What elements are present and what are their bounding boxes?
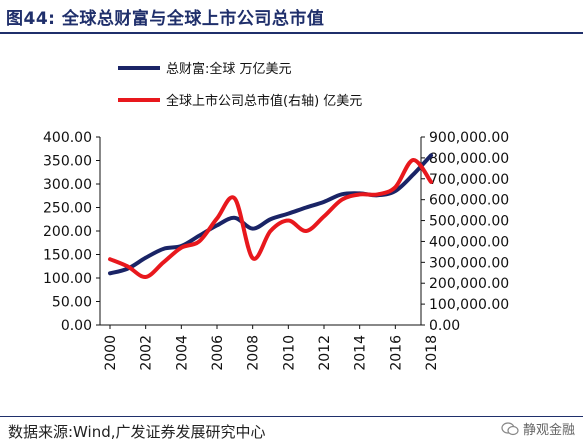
right-tick-label: 0.00 bbox=[429, 318, 460, 334]
left-tick-label: 250.00 bbox=[43, 201, 92, 217]
x-tick-label: 2004 bbox=[174, 335, 190, 371]
x-tick-label: 2014 bbox=[353, 335, 369, 371]
series-line-total-wealth bbox=[108, 153, 433, 276]
right-tick-label: 600,000.00 bbox=[429, 193, 509, 209]
footer-divider bbox=[0, 416, 583, 417]
left-tick-label: 300.00 bbox=[43, 177, 92, 193]
right-tick-label: 400,000.00 bbox=[429, 234, 509, 250]
data-source-note: 数据来源:Wind,广发证券发展研究中心 bbox=[8, 423, 266, 441]
page-title: 图44: 全球总财富与全球上市公司总市值 bbox=[6, 9, 325, 29]
x-tick-label: 2000 bbox=[103, 335, 119, 371]
right-tick-label: 300,000.00 bbox=[429, 255, 509, 271]
right-tick-label: 700,000.00 bbox=[429, 172, 509, 188]
left-tick-label: 50.00 bbox=[52, 295, 92, 311]
legend-label: 全球上市公司总市值(右轴) 亿美元 bbox=[166, 93, 362, 109]
right-tick-label: 100,000.00 bbox=[429, 297, 509, 313]
left-tick-label: 350.00 bbox=[43, 154, 92, 170]
watermark-text: 静观金融 bbox=[522, 423, 575, 438]
x-tick-label: 2018 bbox=[424, 335, 440, 371]
left-tick-label: 400.00 bbox=[43, 130, 92, 146]
right-tick-label: 200,000.00 bbox=[429, 276, 509, 292]
chart-axes: 0.00 50.00 100.00 150.00 200.00 250.00 300.00 3… bbox=[43, 130, 509, 371]
right-tick-label: 900,000.00 bbox=[429, 130, 509, 146]
watermark: 静观金融 bbox=[501, 419, 575, 438]
left-tick-label: 150.00 bbox=[43, 248, 92, 264]
x-tick-label: 2010 bbox=[281, 335, 297, 371]
chart-series bbox=[108, 153, 433, 279]
wechat-icon bbox=[501, 421, 519, 435]
right-tick-label: 800,000.00 bbox=[429, 151, 509, 167]
title-divider bbox=[0, 32, 583, 34]
x-tick-label: 2016 bbox=[388, 335, 404, 371]
right-tick-label: 500,000.00 bbox=[429, 214, 509, 230]
legend-label: 总财富:全球 万亿美元 bbox=[166, 61, 292, 77]
x-tick-label: 2002 bbox=[139, 335, 155, 371]
left-tick-label: 200.00 bbox=[43, 224, 92, 240]
left-tick-label: 0.00 bbox=[61, 318, 92, 334]
x-tick-label: 2006 bbox=[210, 335, 226, 371]
left-tick-label: 100.00 bbox=[43, 271, 92, 287]
x-tick-label: 2012 bbox=[317, 335, 333, 371]
x-tick-label: 2008 bbox=[246, 335, 262, 371]
